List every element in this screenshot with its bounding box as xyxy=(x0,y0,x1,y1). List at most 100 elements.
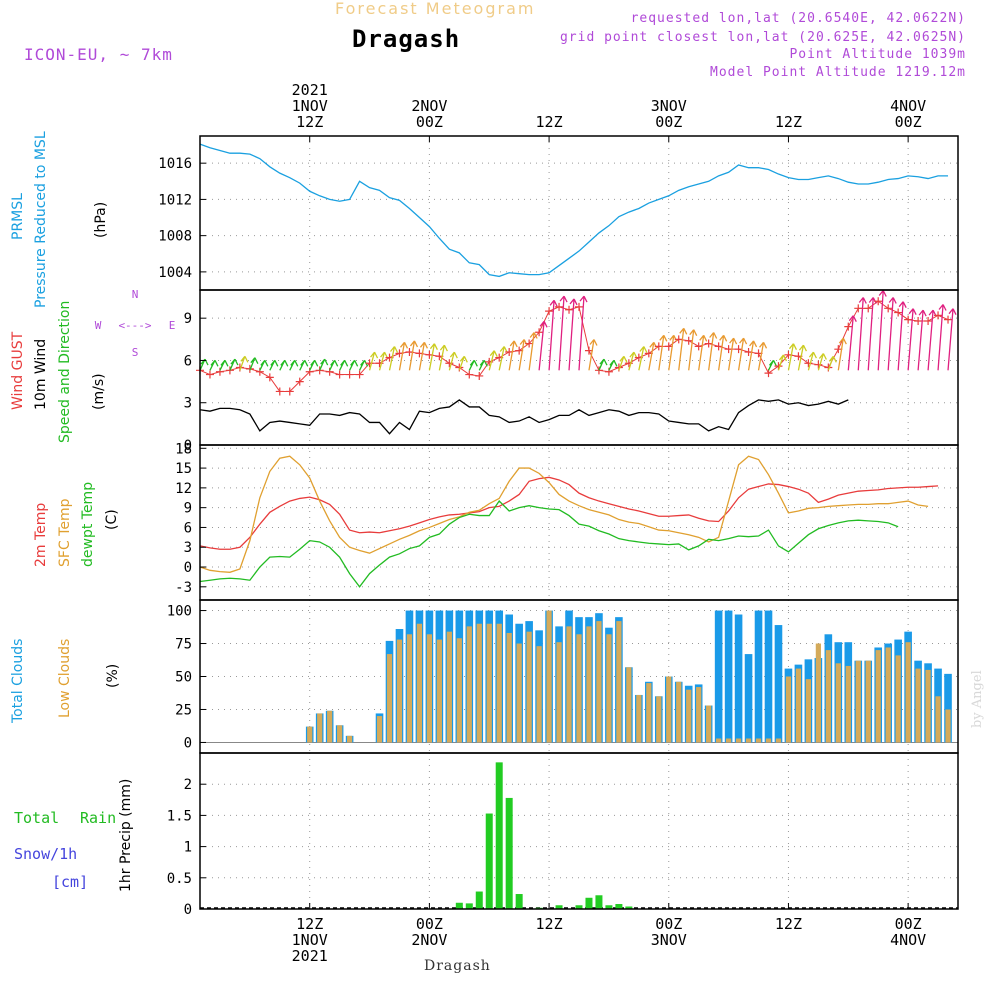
wind-direction-arrow xyxy=(339,359,349,371)
precip-ylabel: 1hr Precip (mm) xyxy=(118,778,134,892)
wind-direction-arrow xyxy=(618,355,628,371)
y-tick-label: 9 xyxy=(184,311,192,327)
wind-direction-arrow xyxy=(668,334,678,371)
y-tick-label: 1016 xyxy=(158,156,192,172)
temp-sfc-label: SFC Temp xyxy=(57,498,73,567)
temp-dewpt-line xyxy=(199,500,899,588)
wind-gust-marker xyxy=(555,302,564,311)
wind-gust-marker xyxy=(445,359,454,368)
low-cloud-bar xyxy=(476,623,482,743)
y-tick-label: 1 xyxy=(184,840,192,856)
total-cloud-bar xyxy=(754,610,763,743)
wind-direction-arrow xyxy=(767,359,778,371)
wind-direction-arrow xyxy=(498,346,508,371)
precip-legend-unit: [cm] xyxy=(52,873,89,891)
pressure-label-desc: Pressure Reduced to MSL xyxy=(33,131,49,308)
wind-direction-arrow xyxy=(877,290,887,371)
precip-bar xyxy=(595,895,603,909)
wind-gust-marker xyxy=(465,370,474,379)
wind-direction-arrow xyxy=(897,301,907,371)
low-cloud-bar xyxy=(765,738,772,743)
wind-direction-arrow xyxy=(358,359,369,371)
low-cloud-bar xyxy=(805,679,811,743)
wind-direction-arrow xyxy=(329,359,339,371)
wind-direction-arrow xyxy=(209,359,219,371)
wind-direction-arrow xyxy=(817,353,827,371)
wind-gust-marker xyxy=(764,369,773,378)
wind-direction-arrow xyxy=(518,339,528,371)
low-cloud-bar xyxy=(875,650,881,743)
wind-direction-arrow xyxy=(737,337,748,371)
wind-gust-marker xyxy=(345,370,354,379)
time-label: 00Z xyxy=(655,915,682,933)
low-cloud-bar xyxy=(347,735,353,743)
time-label: 12Z xyxy=(775,113,802,131)
wind-gust-marker xyxy=(275,387,284,396)
low-cloud-bar xyxy=(516,643,522,743)
wind-direction-arrow xyxy=(688,329,698,371)
wind-gust-marker xyxy=(475,371,484,380)
wind-gust-marker xyxy=(864,304,873,313)
y-tick-label: 3 xyxy=(184,540,192,556)
low-cloud-bar xyxy=(895,655,901,743)
compass-south: S xyxy=(132,346,139,359)
wind-direction-arrow xyxy=(299,359,309,371)
wind-direction-arrow xyxy=(568,298,578,371)
wind-direction-arrow xyxy=(269,359,279,371)
low-cloud-bar xyxy=(566,626,572,743)
panel-frame xyxy=(199,135,959,291)
y-tick-label: -3 xyxy=(175,580,192,596)
y-tick-label: 100 xyxy=(167,604,192,620)
point-altitude: Point Altitude 1039m xyxy=(789,47,966,62)
wind-direction-arrow xyxy=(548,299,558,371)
total-cloud-bar xyxy=(744,654,753,743)
wind-gust-marker xyxy=(714,342,723,351)
wind-direction-arrow xyxy=(757,341,768,371)
low-cloud-bar xyxy=(785,676,792,743)
wind-direction-arrow xyxy=(638,346,648,371)
wind-direction-arrow xyxy=(907,308,917,371)
y-tick-label: 12 xyxy=(175,481,192,497)
low-cloud-bar xyxy=(307,726,313,743)
time-label: 00Z xyxy=(416,915,443,933)
low-cloud-bar xyxy=(706,705,712,743)
compass-west: W xyxy=(95,319,102,332)
wind-direction-arrow xyxy=(528,332,538,371)
y-tick-label: 6 xyxy=(184,520,192,536)
y-tick-label: 18 xyxy=(175,441,192,457)
low-cloud-bar xyxy=(815,643,821,743)
low-cloud-bar xyxy=(636,694,642,743)
time-label: 4NOV xyxy=(890,97,926,115)
low-cloud-bar xyxy=(666,676,672,743)
wind-direction-arrow xyxy=(289,359,299,371)
time-label: 12Z xyxy=(536,113,563,131)
wind-gust-marker xyxy=(704,339,713,348)
wind-gust-marker xyxy=(375,359,384,368)
y-tick-label: 1.5 xyxy=(167,808,192,824)
low-cloud-bar xyxy=(446,631,452,743)
wind-direction-arrow xyxy=(708,332,718,371)
y-tick-label: 1004 xyxy=(158,265,192,281)
time-label: 00Z xyxy=(416,113,443,131)
precip-bar xyxy=(495,762,503,909)
precip-bar xyxy=(605,905,613,909)
time-label: 00Z xyxy=(895,915,922,933)
wind-direction-arrow xyxy=(717,334,728,371)
wind-gust-marker xyxy=(265,373,274,382)
time-label: 12Z xyxy=(775,915,802,933)
low-cloud-bar xyxy=(556,642,562,743)
y-tick-label: 0.5 xyxy=(167,871,192,887)
wind-direction-arrow xyxy=(388,346,399,371)
wind-direction-arrow xyxy=(797,344,808,371)
wind-direction-arrow xyxy=(438,344,448,371)
wind-gust-marker xyxy=(664,342,673,351)
low-cloud-bar xyxy=(337,725,343,743)
clouds-total-label: Total Clouds xyxy=(10,638,26,723)
wind-gust-marker xyxy=(285,387,294,396)
temp-sfc-line xyxy=(199,455,929,573)
low-cloud-bar xyxy=(775,738,782,743)
y-tick-label: 75 xyxy=(175,637,192,653)
wind-gust-marker xyxy=(874,297,883,306)
low-cloud-bar xyxy=(696,687,702,743)
wind-unit: (m/s) xyxy=(91,373,107,410)
